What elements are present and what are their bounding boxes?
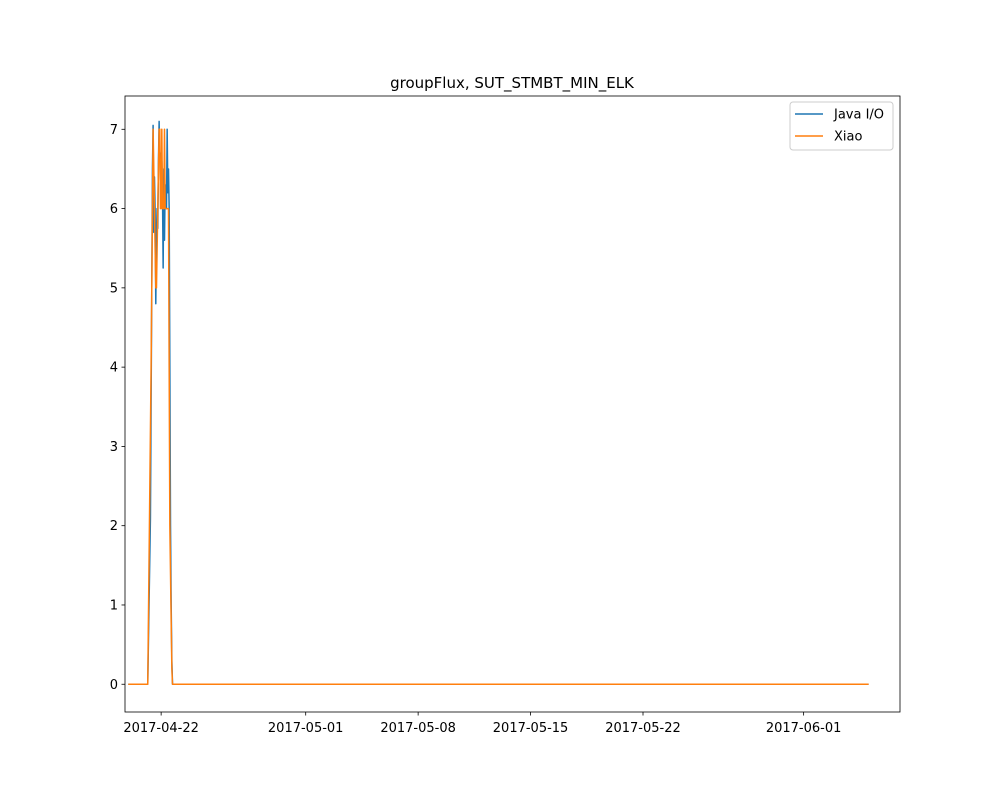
x-tick-label: 2017-05-15: [493, 721, 569, 736]
series-line-2: [128, 128, 869, 685]
y-tick-label: 4: [110, 361, 118, 376]
x-tick-label: 2017-05-22: [605, 721, 681, 736]
y-tick-label: 5: [110, 281, 118, 296]
legend-label-2: Xiao: [834, 130, 862, 145]
y-tick-label: 2: [110, 519, 118, 534]
y-tick-label: 3: [110, 440, 118, 455]
series-layer: [128, 120, 869, 685]
x-tick-label: 2017-04-22: [123, 721, 199, 736]
y-tick-label: 6: [110, 202, 118, 217]
x-tick-label: 2017-05-08: [380, 721, 456, 736]
plot-frame: [124, 95, 901, 713]
y-tick-label: 1: [110, 598, 118, 613]
axes-layer: 0 1 2 3 4 5 6 7 2017-04-22 2017-05-01 2017-05-08 20…: [110, 95, 901, 736]
y-tick-label: 0: [110, 678, 118, 693]
x-tick-label: 2017-06-01: [766, 721, 842, 736]
y-tick-label: 7: [110, 123, 118, 138]
legend-label-1: Java I/O: [833, 108, 884, 123]
x-tick-label: 2017-05-01: [268, 721, 344, 736]
chart-title: groupFlux, SUT_STMBT_MIN_ELK: [390, 74, 635, 93]
legend: Java I/O Xiao: [789, 101, 894, 151]
